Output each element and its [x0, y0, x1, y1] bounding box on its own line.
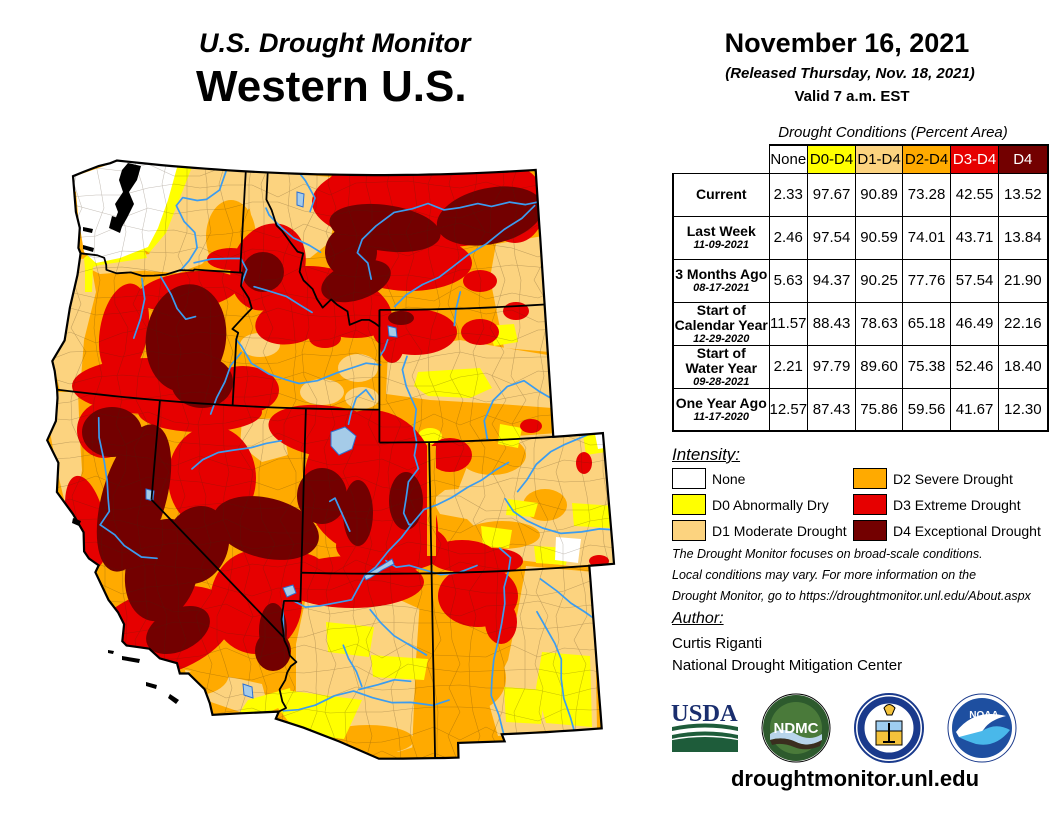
svg-text:USDA: USDA [671, 700, 738, 727]
svg-text:NDMC: NDMC [774, 720, 819, 737]
svg-text:NOAA: NOAA [969, 710, 998, 721]
